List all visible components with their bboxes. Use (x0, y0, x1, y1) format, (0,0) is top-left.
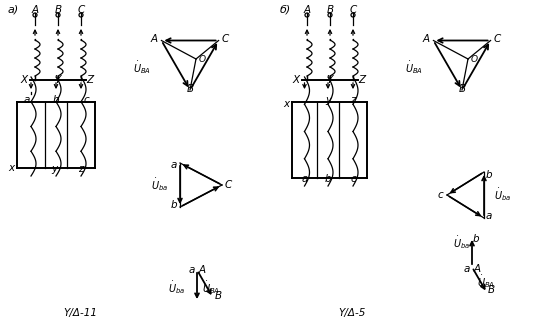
Text: a: a (486, 211, 493, 221)
Text: x: x (8, 163, 14, 173)
Text: B: B (54, 5, 61, 15)
Text: b: b (325, 174, 331, 184)
Text: b: b (171, 200, 177, 210)
Text: X: X (21, 75, 28, 85)
Text: b: b (473, 234, 479, 244)
Text: C: C (77, 5, 85, 15)
Text: y: y (51, 164, 57, 174)
Text: б): б) (280, 5, 291, 15)
Text: A: A (474, 264, 481, 274)
Text: z: z (350, 95, 356, 105)
Text: z: z (78, 164, 84, 174)
Text: X: X (293, 75, 300, 85)
Text: Y: Y (55, 75, 61, 85)
Text: B: B (488, 285, 495, 295)
Text: $\dot{U}_{BA}$: $\dot{U}_{BA}$ (202, 280, 220, 297)
Text: B: B (458, 84, 465, 94)
Text: $\dot{U}_{ba}$: $\dot{U}_{ba}$ (168, 280, 185, 297)
Text: Z: Z (358, 75, 365, 85)
Text: b: b (486, 170, 493, 180)
Text: a: a (301, 174, 308, 184)
Text: A: A (150, 35, 157, 44)
Text: A: A (199, 265, 206, 275)
Text: Y/Δ-11: Y/Δ-11 (63, 308, 97, 318)
Text: C: C (349, 5, 357, 15)
Text: a): a) (8, 5, 19, 15)
Text: B: B (186, 84, 193, 94)
Text: A: A (422, 35, 430, 44)
Text: c: c (83, 95, 89, 105)
Text: a: a (188, 265, 195, 275)
Text: $\dot{U}_{ba}$: $\dot{U}_{ba}$ (494, 186, 512, 203)
Text: Y/Δ-5: Y/Δ-5 (338, 308, 365, 318)
Text: C: C (222, 35, 229, 44)
Text: B: B (215, 291, 222, 301)
Text: $\dot{U}_{ba}$: $\dot{U}_{ba}$ (151, 177, 169, 194)
Text: Z: Z (86, 75, 93, 85)
Text: a: a (24, 95, 30, 105)
Text: $\dot{U}_{BA}$: $\dot{U}_{BA}$ (405, 59, 424, 76)
Text: a: a (171, 160, 177, 170)
Text: b: b (53, 95, 59, 105)
Text: Y: Y (327, 75, 333, 85)
Text: c: c (350, 174, 356, 184)
Text: y: y (325, 95, 331, 105)
Text: O: O (471, 55, 478, 63)
Text: O: O (199, 55, 206, 63)
Text: c: c (437, 190, 443, 200)
Text: x: x (283, 99, 289, 109)
Text: a: a (464, 264, 470, 274)
Text: C: C (225, 180, 232, 190)
Text: $\dot{U}_{BA}$: $\dot{U}_{BA}$ (477, 274, 495, 290)
Text: A: A (304, 5, 311, 15)
Text: B: B (326, 5, 333, 15)
Text: C: C (494, 35, 501, 44)
Text: $\dot{U}_{BA}$: $\dot{U}_{BA}$ (134, 59, 151, 76)
Text: $\dot{U}_{ba}$: $\dot{U}_{ba}$ (453, 234, 470, 251)
Text: A: A (31, 5, 39, 15)
